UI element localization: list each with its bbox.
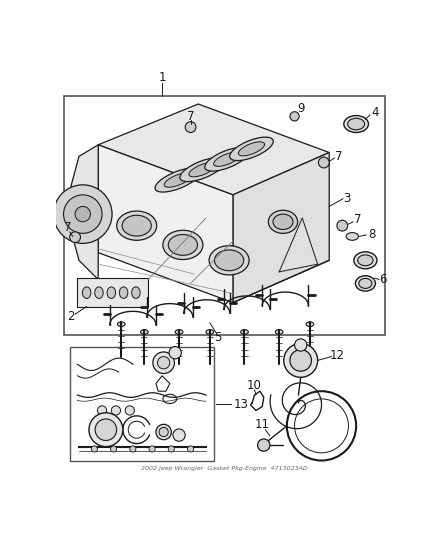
Ellipse shape <box>141 329 148 334</box>
Circle shape <box>258 439 270 451</box>
Circle shape <box>89 413 123 447</box>
Ellipse shape <box>117 211 157 240</box>
Polygon shape <box>98 145 233 303</box>
Circle shape <box>149 446 155 452</box>
Ellipse shape <box>163 230 203 260</box>
Circle shape <box>284 343 318 377</box>
Ellipse shape <box>306 322 314 327</box>
Circle shape <box>125 406 134 415</box>
Circle shape <box>75 206 91 222</box>
Circle shape <box>91 446 97 452</box>
Ellipse shape <box>214 152 240 166</box>
Polygon shape <box>78 278 148 308</box>
Circle shape <box>158 357 170 369</box>
Circle shape <box>153 352 174 374</box>
Text: 12: 12 <box>329 349 344 361</box>
Polygon shape <box>233 152 329 303</box>
Ellipse shape <box>273 214 293 230</box>
Bar <box>64 96 385 335</box>
Ellipse shape <box>155 168 201 192</box>
Ellipse shape <box>355 276 375 291</box>
Text: 6: 6 <box>379 273 387 286</box>
Ellipse shape <box>359 278 372 288</box>
Bar <box>70 348 215 461</box>
Circle shape <box>53 185 112 244</box>
Ellipse shape <box>209 246 249 275</box>
Ellipse shape <box>175 329 183 334</box>
Ellipse shape <box>354 252 377 269</box>
Circle shape <box>168 446 174 452</box>
Text: 1: 1 <box>159 71 166 84</box>
Ellipse shape <box>132 287 140 298</box>
Text: 2002 Jeep Wrangler  Gasket Pkg-Engine  4713023AD: 2002 Jeep Wrangler Gasket Pkg-Engine 471… <box>141 465 308 471</box>
Ellipse shape <box>95 287 103 298</box>
Circle shape <box>70 232 81 243</box>
Text: 7: 7 <box>336 150 343 163</box>
Circle shape <box>111 406 120 415</box>
Ellipse shape <box>206 329 214 334</box>
Text: 11: 11 <box>255 418 270 431</box>
Circle shape <box>290 350 311 371</box>
Circle shape <box>290 112 299 121</box>
Circle shape <box>337 220 348 231</box>
Circle shape <box>95 419 117 440</box>
Ellipse shape <box>215 250 244 271</box>
Ellipse shape <box>238 142 265 156</box>
Ellipse shape <box>180 158 225 182</box>
Text: 7: 7 <box>64 222 71 235</box>
Text: 3: 3 <box>343 192 350 205</box>
Text: 2: 2 <box>67 310 75 323</box>
Ellipse shape <box>205 148 249 171</box>
Ellipse shape <box>268 210 298 233</box>
Ellipse shape <box>358 255 373 265</box>
Ellipse shape <box>164 173 191 187</box>
Ellipse shape <box>107 287 116 298</box>
Circle shape <box>169 346 181 359</box>
Ellipse shape <box>230 137 273 160</box>
Text: 7: 7 <box>187 110 194 123</box>
Circle shape <box>294 339 307 351</box>
Ellipse shape <box>344 116 368 133</box>
Circle shape <box>185 122 196 133</box>
Ellipse shape <box>276 329 283 334</box>
Ellipse shape <box>120 287 128 298</box>
Circle shape <box>318 157 329 168</box>
Text: 7: 7 <box>354 213 361 226</box>
Circle shape <box>187 446 194 452</box>
Ellipse shape <box>240 329 248 334</box>
Text: 5: 5 <box>214 331 221 344</box>
Text: 13: 13 <box>233 398 248 411</box>
Circle shape <box>97 406 107 415</box>
Ellipse shape <box>117 322 125 327</box>
Ellipse shape <box>82 287 91 298</box>
Circle shape <box>173 429 185 441</box>
Circle shape <box>159 427 168 437</box>
Circle shape <box>64 195 102 233</box>
Ellipse shape <box>168 235 198 255</box>
Text: 9: 9 <box>297 102 304 115</box>
Ellipse shape <box>189 163 216 177</box>
Text: 4: 4 <box>372 106 379 119</box>
Circle shape <box>156 424 171 440</box>
Text: 10: 10 <box>247 379 262 392</box>
Ellipse shape <box>348 118 364 130</box>
Polygon shape <box>70 145 98 280</box>
Polygon shape <box>98 104 329 195</box>
Ellipse shape <box>122 215 151 236</box>
Text: 8: 8 <box>368 229 375 241</box>
Ellipse shape <box>346 232 358 240</box>
Circle shape <box>130 446 136 452</box>
Circle shape <box>110 446 117 452</box>
